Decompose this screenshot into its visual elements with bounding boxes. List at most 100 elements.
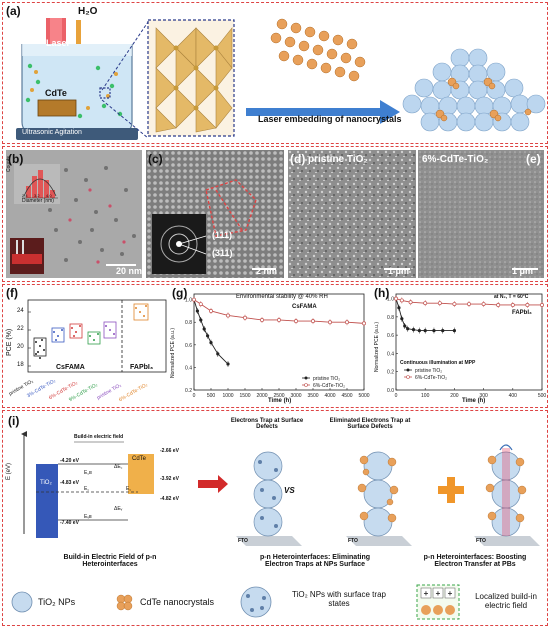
data-point — [437, 301, 442, 306]
legend-cdte-icon — [116, 594, 133, 611]
data-point — [216, 352, 220, 356]
x-tick-label: 2500 — [273, 393, 284, 399]
embedding-arrow — [246, 100, 400, 124]
legend-label: 6%-CdTe-TiO₂ — [313, 383, 345, 389]
scale-b: 20 nm — [116, 266, 143, 276]
hist-tick-3: 4.0 — [46, 193, 52, 198]
panel-i-frame — [2, 410, 548, 626]
svg-text:+: + — [424, 589, 429, 598]
data-point — [423, 301, 428, 306]
hist-tick-2: 3.2 — [34, 193, 40, 198]
y-tick-label: 0.2 — [387, 370, 394, 376]
scale-e: 1 μm — [512, 266, 534, 276]
h-subtitle: FAPbI₃ — [512, 310, 532, 316]
x-tick-label: 4500 — [341, 393, 352, 399]
water-label: H₂O — [78, 6, 98, 17]
data-point — [328, 320, 332, 325]
sym-evb: Eᵥʙ — [84, 514, 92, 520]
x-tick-label: 5000 — [358, 393, 369, 399]
y-tick-label: 1.0 — [387, 297, 394, 303]
panel-d-label: (d) — [290, 152, 306, 166]
legend-marker — [304, 376, 308, 380]
x-tick-label: 400 — [509, 393, 518, 399]
saed-ring-311: (311) — [212, 248, 233, 258]
top-caption-1: Electrons Trap at Surface Defects — [230, 418, 304, 430]
bath-label: Ultrasonic Agitation — [22, 129, 82, 136]
tem-image-b — [6, 150, 142, 278]
x-tick-label: 0 — [193, 393, 196, 399]
panel-a-frame — [2, 2, 548, 144]
hist-xlabel: Diameter (nm) — [22, 198, 54, 204]
plot-frame — [395, 293, 543, 391]
data-point — [441, 328, 445, 333]
data-point — [202, 327, 206, 331]
data-point — [294, 319, 298, 324]
data-point — [192, 297, 196, 302]
data-point — [362, 321, 366, 326]
g-ylabel: Normalized PCE (a.u.) — [170, 327, 176, 378]
crystal-lattice — [147, 19, 235, 137]
panel-g-label: (g) — [172, 286, 188, 300]
data-point — [345, 320, 349, 325]
caption-1: Build-in Electric Field of p-n Heteroint… — [63, 554, 157, 568]
y-tick-label: 0.0 — [387, 388, 394, 394]
stability-chart-h: 0 100 200 300 400 500 0.0 0.2 0.4 0.6 0.8 1.0 pristi… — [387, 293, 546, 399]
data-point — [209, 308, 213, 313]
panel-h-label: (h) — [374, 286, 390, 300]
g-xlabel: Time (h) — [268, 398, 292, 404]
panel-f-label: (f) — [6, 286, 18, 300]
sym-ef-left: E꜀ — [84, 486, 90, 492]
top-caption-2: Eliminated Electrons Trap at Surface Def… — [329, 418, 411, 430]
lv-tio2-cb: -4.20 eV — [60, 458, 79, 464]
stability-chart-g: 0 500 1000 1500 2000 2500 3000 3500 4000 4500 5000… — [185, 293, 370, 399]
data-point — [510, 303, 515, 307]
panel-bcde-frame — [2, 146, 548, 282]
legend-tio2: TiO₂ NPs — [38, 597, 76, 607]
laser-label: Laser — [46, 38, 71, 48]
data-point — [400, 317, 404, 321]
sym-ecb: E꜀ʙ — [84, 470, 92, 476]
panel-e-label: (e) — [526, 152, 541, 166]
target-label: CdTe — [45, 88, 67, 98]
y-tick-label: 0.8 — [185, 320, 192, 326]
g-title: Environmental stability @ 40% RH — [236, 294, 328, 300]
band-diagram — [21, 431, 154, 538]
band-tio2: TiO₂ — [40, 480, 52, 486]
panel-d-title: pristine TiO₂ — [308, 154, 368, 165]
data-point — [260, 318, 264, 322]
legend-tio2-icon — [11, 591, 33, 613]
pce-boxplot — [27, 299, 167, 373]
f-group-fapbi3: FAPbI₃ — [130, 364, 154, 371]
series-line-1 — [193, 299, 229, 365]
y-tick-label: 0.6 — [185, 343, 192, 349]
legend-marker — [304, 383, 308, 387]
y-tick-label: 0.4 — [387, 351, 394, 357]
h-legend-title: Continuous illumination at MPP — [400, 360, 476, 366]
y-tick-label: 0.2 — [185, 388, 192, 394]
laser-setup-illustration — [16, 18, 138, 140]
legend-label: 6%-CdTe-TiO₂ — [415, 375, 447, 381]
data-point — [417, 328, 421, 333]
f-ytick-18: 18 — [17, 362, 24, 368]
hist-ylabel: Counts — [6, 156, 12, 172]
field-label: Build-in electric field — [74, 434, 124, 440]
panel-e-title: 6%-CdTe-TiO₂ — [422, 154, 489, 165]
x-tick-label: 500 — [538, 393, 546, 399]
legend-label: pristine TiO₂ — [415, 368, 442, 374]
panel-c-label: (c) — [148, 152, 163, 166]
lv-cdte-cb: -2.66 eV — [160, 448, 179, 454]
y-tick-label: 0.4 — [185, 365, 192, 371]
nanocrystal-array — [270, 18, 366, 82]
x-tick-label: 500 — [207, 393, 216, 399]
data-point — [311, 319, 315, 324]
data-point — [399, 298, 404, 303]
sym-dec: ΔE꜀ — [114, 464, 123, 470]
data-point — [397, 306, 401, 310]
h-ylabel: Normalized PCE (a.u.) — [374, 321, 380, 372]
data-point — [226, 313, 230, 318]
sym-ef-right: E꜀ — [126, 486, 132, 492]
f-ytick-24: 24 — [17, 308, 24, 314]
h-cond: at N₂, T = 60°C — [494, 294, 529, 300]
data-point — [432, 328, 436, 333]
f-ytick-20: 20 — [17, 344, 24, 350]
